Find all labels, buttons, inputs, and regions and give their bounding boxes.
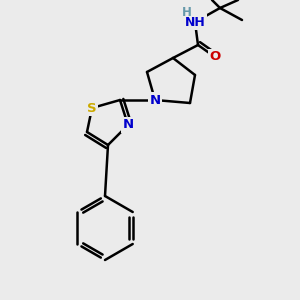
Text: H: H bbox=[182, 5, 192, 19]
Text: NH: NH bbox=[184, 16, 206, 28]
Text: O: O bbox=[209, 50, 220, 64]
Text: N: N bbox=[122, 118, 134, 131]
Text: N: N bbox=[149, 94, 161, 106]
Text: S: S bbox=[87, 101, 97, 115]
